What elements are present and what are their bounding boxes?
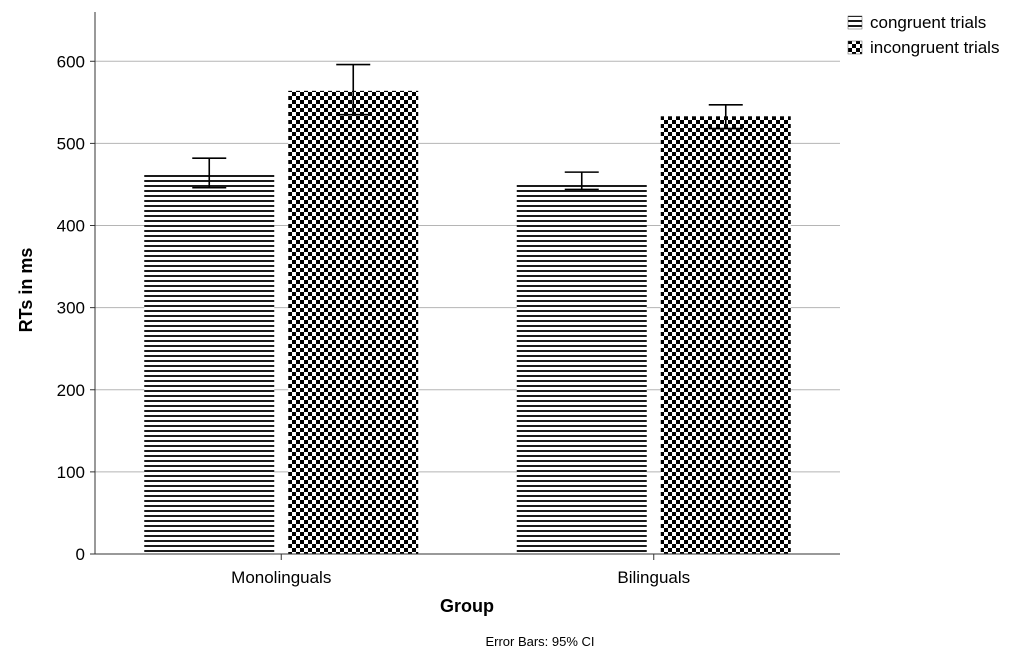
error-bar bbox=[192, 157, 227, 189]
legend-label-congruent: congruent trials bbox=[870, 13, 986, 32]
y-tick-label: 0 bbox=[76, 545, 85, 564]
y-tick-label: 600 bbox=[57, 52, 85, 71]
y-tick-label: 400 bbox=[57, 217, 85, 236]
error-bar bbox=[708, 103, 743, 130]
y-tick-label: 300 bbox=[57, 299, 85, 318]
legend-swatch-congruent bbox=[847, 15, 863, 30]
error-bars bbox=[192, 63, 743, 191]
bar-congruent-bilinguals bbox=[516, 182, 647, 554]
y-tick-label: 100 bbox=[57, 463, 85, 482]
y-tick-label: 200 bbox=[57, 381, 85, 400]
legend: congruent trials incongruent trials bbox=[847, 13, 999, 57]
error-bar bbox=[336, 63, 371, 116]
y-axis-title: RTs in ms bbox=[16, 248, 36, 333]
bar-incongruent-monolinguals bbox=[288, 90, 419, 554]
bars bbox=[144, 90, 791, 555]
legend-swatch-incongruent bbox=[847, 40, 863, 55]
x-tick-label: Bilinguals bbox=[617, 568, 690, 587]
bar-congruent-monolinguals bbox=[144, 172, 275, 555]
y-tick-label: 500 bbox=[57, 134, 85, 153]
error-bar bbox=[564, 171, 599, 191]
chart-footnote: Error Bars: 95% CI bbox=[485, 634, 594, 649]
y-tick-labels: 0 100 200 300 400 500 600 bbox=[57, 52, 95, 564]
bar-incongruent-bilinguals bbox=[660, 116, 791, 554]
x-axis-title: Group bbox=[440, 596, 494, 616]
x-tick-labels: Monolinguals Bilinguals bbox=[231, 554, 690, 587]
legend-label-incongruent: incongruent trials bbox=[870, 38, 999, 57]
x-tick-label: Monolinguals bbox=[231, 568, 331, 587]
